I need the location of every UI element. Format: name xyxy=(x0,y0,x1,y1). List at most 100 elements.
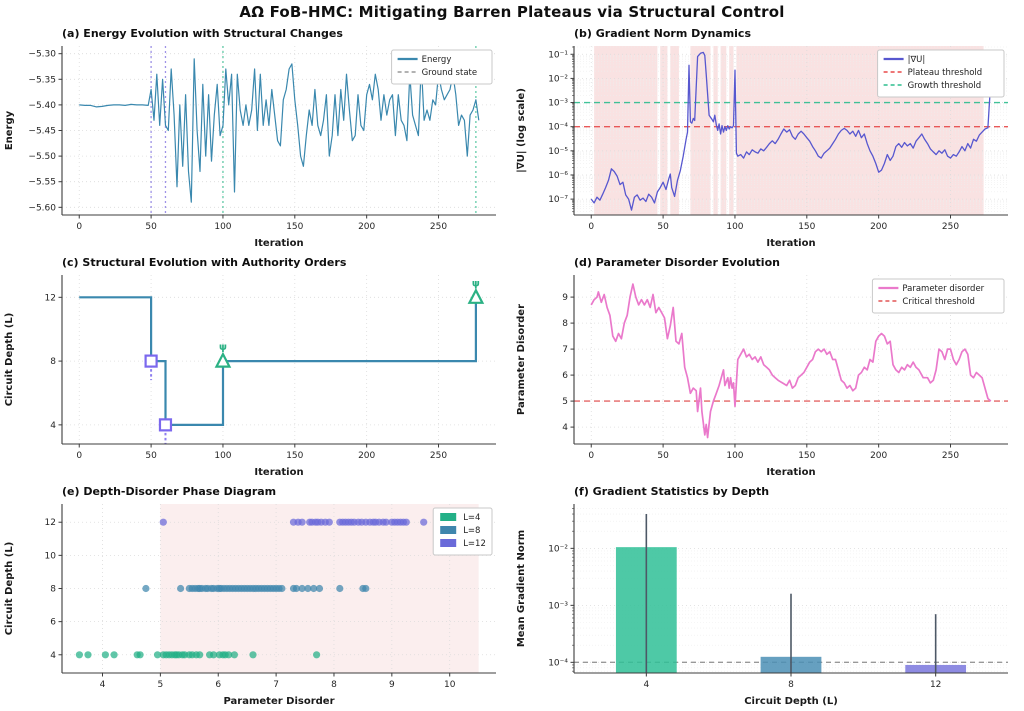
y-axis-label: Energy xyxy=(4,110,15,150)
legend-label: Ground state xyxy=(422,68,478,78)
x-tick-label: 150 xyxy=(286,222,303,232)
y-tick-label: −5.60 xyxy=(28,203,56,213)
x-tick-label: 0 xyxy=(76,222,82,232)
x-tick-label: 250 xyxy=(942,222,959,232)
x-tick-label: 150 xyxy=(798,451,815,461)
x-tick-label: 250 xyxy=(430,451,447,461)
y-tick-label: 10 xyxy=(45,551,57,561)
x-axis: 0 50 100 150 200 250 xyxy=(588,215,959,232)
legend-swatch xyxy=(440,539,457,547)
panel-title: (f) Gradient Statistics by Depth xyxy=(574,485,769,498)
panel-title: (c) Structural Evolution with Authority … xyxy=(62,256,347,269)
y-tick-label: 9 xyxy=(562,293,568,303)
y-tick-label: 10⁻⁷ xyxy=(548,195,568,205)
x-axis: 4 8 12 xyxy=(643,673,941,690)
legend-label: |∇U| xyxy=(908,55,926,65)
psi-annotation: ψ xyxy=(219,342,227,353)
x-tick-label: 200 xyxy=(358,222,375,232)
y-tick-label: 10⁻³ xyxy=(548,601,568,611)
x-tick-label: 0 xyxy=(588,222,594,232)
y-tick-label: 4 xyxy=(50,651,56,661)
x-tick-label: 50 xyxy=(145,451,157,461)
y-axis-label: Circuit Depth (L) xyxy=(4,542,15,636)
axes-spines xyxy=(61,275,496,445)
y-tick-label: 10⁻³ xyxy=(548,99,568,109)
x-axis-label: Parameter Disorder xyxy=(223,696,334,707)
expansion-triangle-marker xyxy=(214,351,232,368)
y-axis: 4 6 8 10 12 xyxy=(45,518,62,661)
scatter-series-L=8 xyxy=(142,584,370,593)
panel-d: 0 50 100 150 200 250 4 5 6 7 8 9 Iteration Parameter … xyxy=(516,256,1008,478)
x-tick-label: 6 xyxy=(215,680,221,690)
y-tick-label: 6 xyxy=(562,371,568,381)
y-tick-label: −5.30 xyxy=(28,50,56,60)
y-tick-label: 7 xyxy=(562,345,568,355)
x-tick-label: 10 xyxy=(444,680,456,690)
x-axis: 4 5 6 7 8 9 10 xyxy=(100,673,456,690)
series-line xyxy=(590,283,992,439)
legend-swatch xyxy=(440,526,457,534)
series-line xyxy=(590,51,992,211)
y-tick-label: 10⁻⁶ xyxy=(548,171,568,181)
x-axis-label: Iteration xyxy=(766,238,815,249)
x-axis-label: Circuit Depth (L) xyxy=(744,696,838,707)
x-tick-label: 4 xyxy=(643,680,649,690)
scatter-series-L=12 xyxy=(159,518,428,526)
x-axis-label: Iteration xyxy=(766,467,815,478)
panel-title: (b) Gradient Norm Dynamics xyxy=(574,27,751,40)
y-tick-label: 10⁻¹ xyxy=(548,50,568,60)
x-tick-label: 50 xyxy=(145,222,157,232)
y-axis: 4 8 12 xyxy=(45,293,62,431)
y-tick-label: 4 xyxy=(50,421,56,431)
y-tick-label: −5.35 xyxy=(28,75,56,85)
x-tick-label: 5 xyxy=(158,680,164,690)
y-axis-label: Circuit Depth (L) xyxy=(4,313,15,407)
x-tick-label: 0 xyxy=(588,451,594,461)
y-tick-label: 4 xyxy=(562,423,568,433)
y-tick-label: 10⁻² xyxy=(548,544,568,554)
figure-title: AΩ FoB-HMC: Mitigating Barren Plateaus v… xyxy=(239,3,785,21)
grid xyxy=(62,275,496,444)
x-tick-label: 12 xyxy=(930,680,941,690)
x-tick-label: 200 xyxy=(870,222,887,232)
panel-title: (d) Parameter Disorder Evolution xyxy=(574,256,780,269)
x-tick-label: 9 xyxy=(389,680,395,690)
y-axis: 10⁻⁴ 10⁻³ 10⁻² xyxy=(548,508,574,672)
y-tick-label: −5.40 xyxy=(28,101,56,111)
contraction-square-marker xyxy=(144,354,158,368)
y-tick-label: 10⁻⁴ xyxy=(548,123,568,133)
y-axis: −5.30 −5.35 −5.40 −5.45 −5.50 −5.55 −5.60 xyxy=(28,50,62,213)
x-tick-label: 100 xyxy=(214,451,231,461)
legend-label: Parameter disorder xyxy=(902,284,984,294)
legend-label: L=8 xyxy=(463,526,480,536)
authority-order-markers: ψψ xyxy=(144,278,485,444)
legend: Energy Ground state xyxy=(391,49,493,85)
x-tick-label: 100 xyxy=(726,222,743,232)
x-tick-label: 8 xyxy=(788,680,794,690)
legend-swatch xyxy=(440,513,457,521)
x-tick-label: 8 xyxy=(331,680,337,690)
y-axis: 10⁻¹ 10⁻² 10⁻³ 10⁻⁴ 10⁻⁵ 10⁻⁶ 10⁻⁷ xyxy=(548,46,574,213)
x-tick-label: 7 xyxy=(273,680,279,690)
legend: L=4 L=8 L=12 xyxy=(432,507,493,556)
panel-f: 4 8 12 10⁻⁴ 10⁻³ 10⁻² Circuit Depth (L) Mean Gr… xyxy=(516,485,1008,707)
y-tick-label: 6 xyxy=(50,618,56,628)
x-tick-label: 250 xyxy=(430,222,447,232)
panel-e: 4 5 6 7 8 9 10 4 6 8 10 12 Parameter Disorder Circuit… xyxy=(4,485,496,707)
y-axis-label: Mean Gradient Norm xyxy=(516,530,527,647)
bars xyxy=(615,514,967,673)
legend-label: Plateau threshold xyxy=(908,68,983,78)
x-tick-label: 4 xyxy=(100,680,106,690)
legend: Parameter disorder Critical threshold xyxy=(871,278,1005,314)
legend-label: L=12 xyxy=(463,539,486,549)
y-tick-label: 8 xyxy=(562,319,568,329)
series-line xyxy=(79,58,480,203)
x-tick-label: 100 xyxy=(726,451,743,461)
y-tick-label: 10⁻⁴ xyxy=(548,658,568,668)
legend-label: Energy xyxy=(422,55,452,65)
panel-b: 0 50 100 150 200 25010⁻¹10⁻²10⁻³10⁻⁴10⁻⁵10⁻⁶1… xyxy=(516,27,1008,249)
x-tick-label: 50 xyxy=(657,451,669,461)
y-tick-label: 8 xyxy=(50,585,56,595)
expansion-triangle-marker xyxy=(467,287,485,304)
